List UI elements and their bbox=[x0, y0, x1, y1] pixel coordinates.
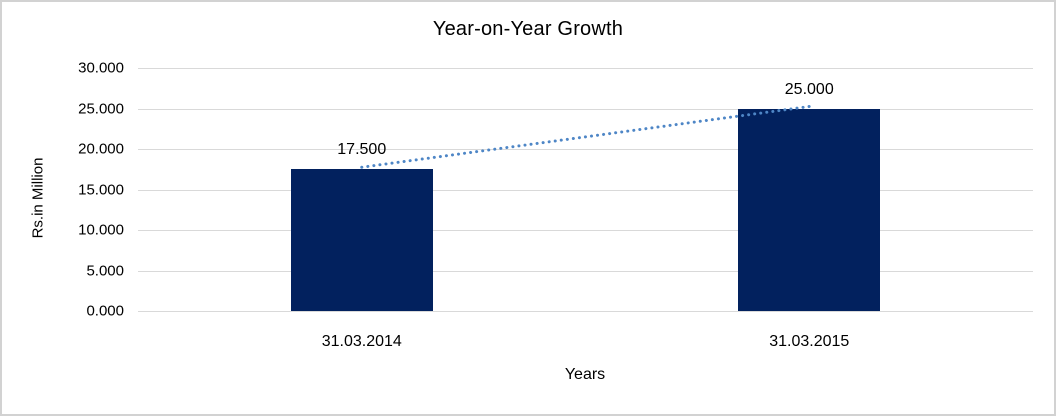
bar-31.03.2015 bbox=[738, 108, 881, 311]
bar-data-label: 17.500 bbox=[337, 141, 387, 159]
chart-title: Year-on-Year Growth bbox=[432, 18, 624, 40]
x-axis-tick-label: 31.03.2014 bbox=[321, 333, 402, 350]
gridline bbox=[138, 270, 1033, 272]
gridline bbox=[138, 311, 1033, 312]
gridline bbox=[138, 149, 1033, 150]
y-axis-tick-label: 5.000 bbox=[86, 262, 124, 279]
y-axis-tick-label: 30.000 bbox=[78, 59, 124, 77]
y-axis-tick-label: 15.000 bbox=[78, 181, 124, 198]
gridline bbox=[138, 68, 1033, 69]
gridline bbox=[138, 230, 1033, 231]
y-axis-tick-label: 0.000 bbox=[86, 302, 124, 320]
plot-area: 17.500 31.03.2014 25.000 31.03.2015 bbox=[138, 68, 1033, 350]
gridline bbox=[138, 189, 1033, 191]
x-axis-tick-label: 31.03.2015 bbox=[769, 333, 850, 350]
bar-31.03.2014 bbox=[290, 169, 433, 311]
gridline bbox=[138, 108, 1033, 110]
x-axis-title: Years bbox=[564, 366, 606, 383]
y-axis-tick-label: 20.000 bbox=[78, 140, 124, 158]
y-axis-ticks: 0.000 5.000 10.000 15.000 20.000 25.000 30.000 bbox=[2, 60, 124, 320]
y-axis-tick-label: 10.000 bbox=[78, 221, 124, 239]
bar-data-label: 25.000 bbox=[784, 80, 834, 98]
y-axis-tick-label: 25.000 bbox=[78, 100, 124, 117]
